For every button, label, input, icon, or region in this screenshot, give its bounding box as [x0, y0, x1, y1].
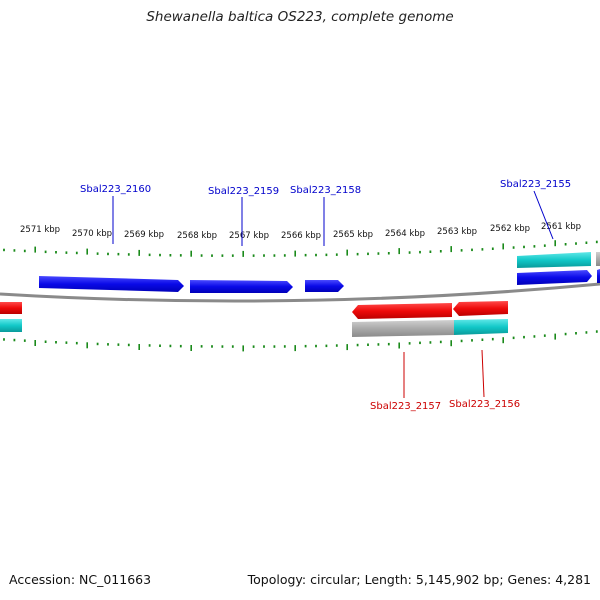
kbp-label: 2570 kbp [72, 229, 112, 239]
reverse-strand-track [0, 301, 508, 337]
rna-feature-left-edge[interactable] [0, 319, 22, 332]
kbp-label: 2562 kbp [490, 224, 530, 234]
kbp-label: 2567 kbp [229, 231, 269, 241]
gene-label-sbal2157[interactable]: Sbal223_2157 [370, 401, 441, 412]
gene-arrow-sbal2155[interactable] [517, 270, 592, 285]
gene-leader-lines [112, 190, 554, 398]
gene-label-sbal2155[interactable]: Sbal223_2155 [500, 179, 571, 190]
kbp-label: 2561 kbp [541, 222, 581, 232]
genome-title: Shewanella baltica OS223, complete genom… [146, 9, 454, 25]
rna-feature-reverse[interactable] [454, 319, 508, 335]
scale-labels: 2571 kbp 2570 kbp 2569 kbp 2568 kbp 2567… [20, 222, 581, 241]
kbp-label: 2565 kbp [333, 230, 373, 240]
gene-arrow-sbal2159[interactable] [190, 280, 293, 293]
kbp-label: 2566 kbp [281, 231, 321, 241]
kbp-label: 2563 kbp [437, 227, 477, 237]
accession-label: Accession: NC_011663 [9, 572, 152, 587]
genome-backbone [0, 282, 600, 303]
gene-label-sbal2158[interactable]: Sbal223_2158 [290, 185, 361, 196]
kbp-label: 2568 kbp [177, 231, 217, 241]
lower-tick-ruler [3, 330, 598, 352]
gene-label-sbal2159[interactable]: Sbal223_2159 [208, 186, 279, 197]
pseudo-feature-reverse[interactable] [352, 320, 454, 337]
genome-summary: Topology: circular; Length: 5,145,902 bp… [247, 572, 591, 587]
gene-label-sbal2156[interactable]: Sbal223_2156 [449, 399, 520, 410]
pseudo-feature-forward[interactable] [596, 252, 600, 266]
kbp-label: 2571 kbp [20, 225, 60, 235]
kbp-label: 2564 kbp [385, 229, 425, 239]
gene-arrow-left-edge[interactable] [0, 302, 22, 314]
gene-arrow-sbal2156[interactable] [453, 301, 508, 316]
gene-label-sbal2160[interactable]: Sbal223_2160 [80, 184, 151, 195]
gene-labels: Sbal223_2160 Sbal223_2159 Sbal223_2158 S… [80, 179, 571, 412]
gene-arrow-sbal2160[interactable] [39, 276, 184, 292]
gene-arrow-edge[interactable] [597, 269, 600, 283]
kbp-label: 2569 kbp [124, 230, 164, 240]
upper-tick-ruler [3, 240, 598, 257]
gene-arrow-sbal2158[interactable] [305, 280, 344, 292]
forward-strand-track [39, 252, 600, 293]
gene-arrow-sbal2157[interactable] [352, 303, 452, 319]
rna-feature-forward[interactable] [517, 252, 591, 268]
